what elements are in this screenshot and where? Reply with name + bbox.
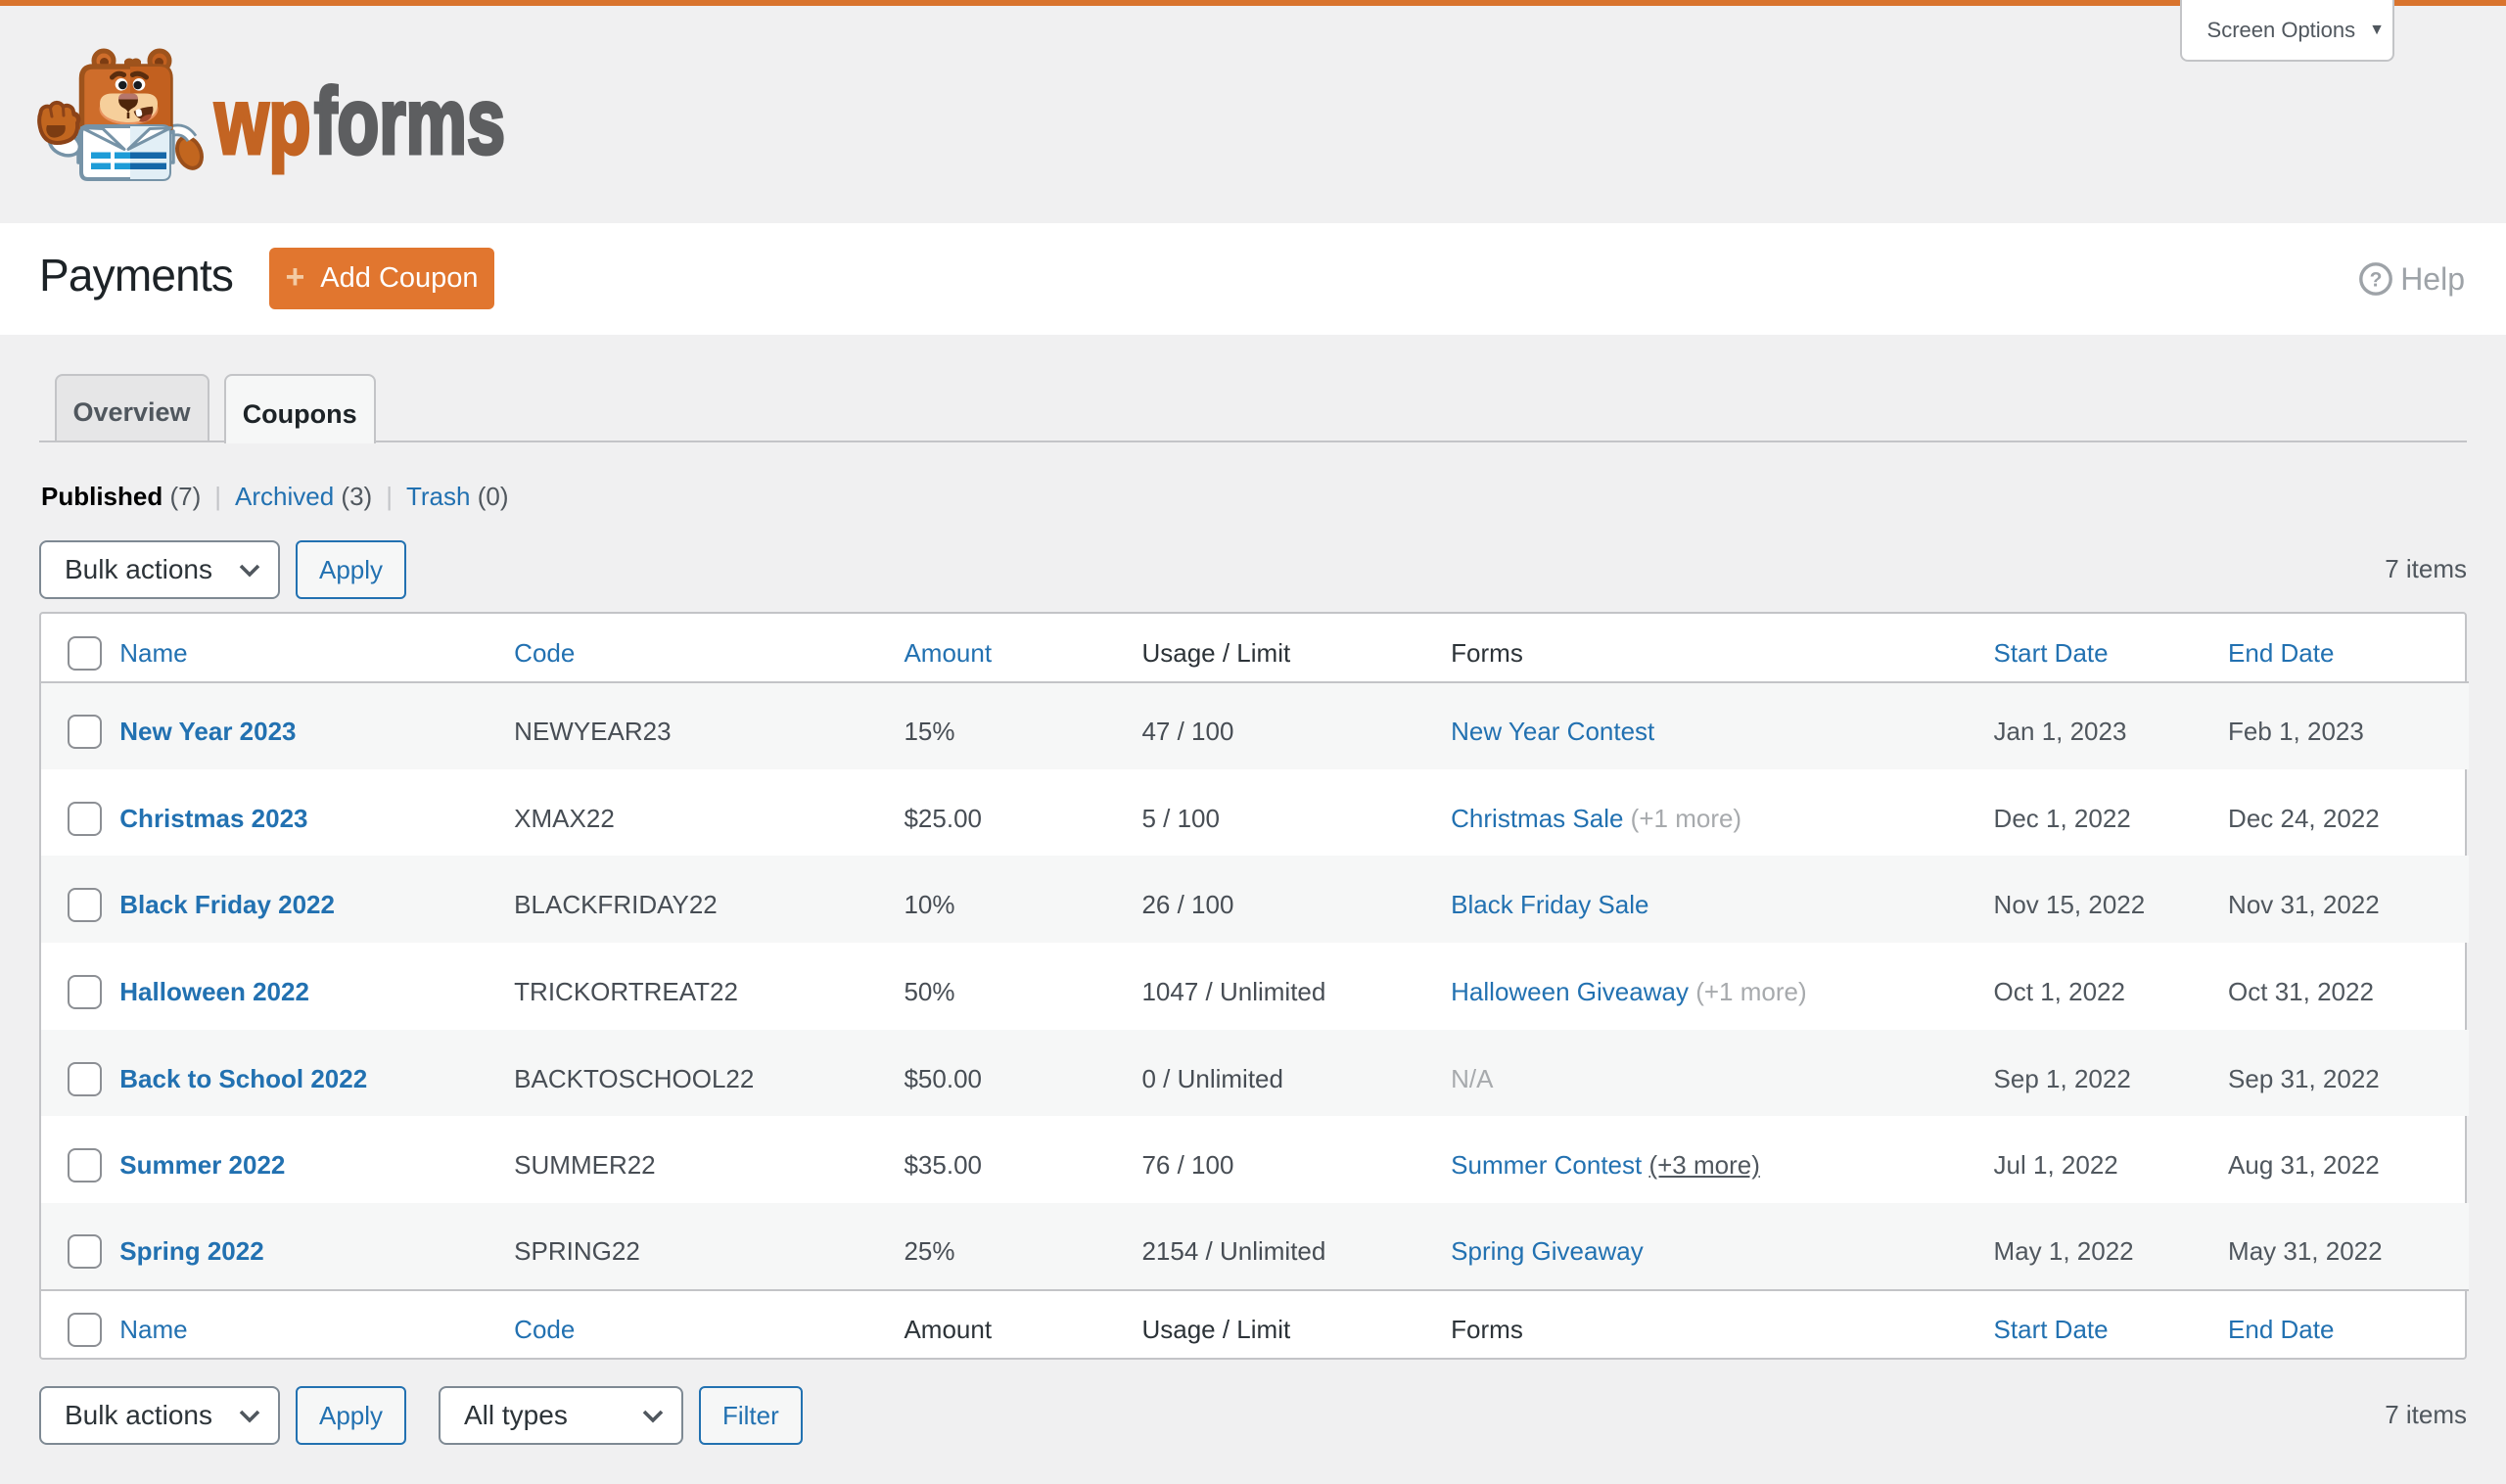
svg-text:forms: forms: [314, 70, 505, 174]
svg-text:wp: wp: [214, 70, 311, 174]
svg-text:?: ?: [2370, 268, 2383, 291]
